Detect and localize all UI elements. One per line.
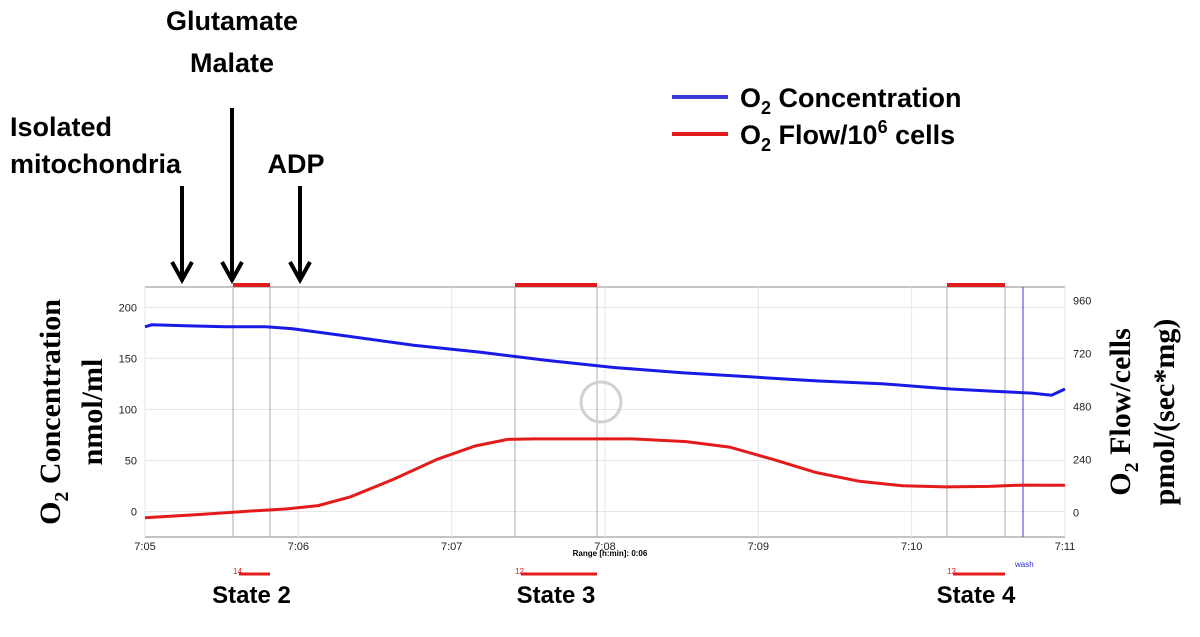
left-tick-label: 0 xyxy=(131,506,137,518)
legend-label-concentration: O2 Concentration xyxy=(740,83,962,118)
x-tick-label: 7:11 xyxy=(1055,541,1076,553)
marker-tag: 12 xyxy=(515,567,524,576)
state-label: State 4 xyxy=(937,582,1016,609)
right-tick-label: 0 xyxy=(1073,507,1079,519)
x-tick-label: 7:08 xyxy=(594,541,615,553)
left-tick-label: 150 xyxy=(119,353,137,365)
left-axis-title-sub: 2 xyxy=(51,492,73,502)
x-tick-label: 7:10 xyxy=(901,541,922,553)
right-tick-label: 960 xyxy=(1073,295,1091,307)
state-label: State 2 xyxy=(212,582,291,609)
marker-lines xyxy=(232,287,1024,537)
marker-tag: 13 xyxy=(947,567,956,576)
left-axis-title: O2 Concentration nmol/ml xyxy=(34,299,109,525)
state-label: State 3 xyxy=(517,582,596,609)
annotation-glutamate: Glutamate xyxy=(166,6,298,36)
series-lines xyxy=(144,323,1066,520)
state-markers: 14 State 2 12 State 3 13 State 4 xyxy=(212,283,1016,609)
x-tick-label: 7:09 xyxy=(748,541,769,553)
range-label: Range [h:min]: 0:06 xyxy=(573,549,648,558)
right-tick-label: 720 xyxy=(1073,348,1091,360)
right-axis-title-units: pmol/(sec*mg) xyxy=(1148,319,1181,506)
left-tick-label: 50 xyxy=(125,455,137,467)
right-axis-title: O2 Flow/cells pmol/(sec*mg) xyxy=(1104,319,1181,506)
svg-text:O2 Concentration: O2 Concentration xyxy=(34,299,73,525)
arrow-glutamate-head xyxy=(220,261,244,285)
right-axis-ticks: 960 720 480 240 0 xyxy=(1073,295,1091,519)
watermark-logo xyxy=(579,380,623,424)
series-o2-flow xyxy=(144,437,1066,520)
right-axis-title-rest: Flow/cells xyxy=(1104,328,1137,462)
annotation-adp: ADP xyxy=(267,149,324,179)
x-tick-label: 7:06 xyxy=(288,541,309,553)
left-axis-title-o: O xyxy=(34,502,67,525)
x-axis-ticks: 7:05 7:06 7:07 7:08 7:09 7:10 7:11 xyxy=(134,541,1075,553)
right-tick-label: 240 xyxy=(1073,454,1091,466)
grid xyxy=(144,287,1066,537)
injection-arrows xyxy=(170,108,312,285)
arrow-mitochondria-head xyxy=(170,261,194,285)
marker-tag: 14 xyxy=(233,567,242,576)
x-tick-label: 7:07 xyxy=(441,541,462,553)
left-tick-label: 100 xyxy=(119,404,137,416)
left-axis-title-rest: Concentration xyxy=(34,299,67,492)
right-axis-title-o: O xyxy=(1104,472,1137,495)
annotation-isolated: Isolated xyxy=(10,112,112,142)
right-axis-title-sub: 2 xyxy=(1121,462,1143,472)
legend: O2 Concentration O2 Flow/106 cells xyxy=(672,83,962,155)
wash-label: wash xyxy=(1014,560,1034,569)
legend-label-flow: O2 Flow/106 cells xyxy=(740,117,955,155)
left-axis-title-units: nmol/ml xyxy=(76,359,109,466)
annotation-malate: Malate xyxy=(190,48,274,78)
annotation-mitochondria: mitochondria xyxy=(10,149,182,179)
left-axis-ticks: 200 150 100 50 0 xyxy=(119,302,137,518)
right-tick-label: 480 xyxy=(1073,401,1091,413)
svg-text:O2 Flow/cells: O2 Flow/cells xyxy=(1104,328,1143,495)
arrow-adp-head xyxy=(288,261,312,285)
left-tick-label: 200 xyxy=(119,302,137,314)
series-o2-concentration xyxy=(144,323,1066,397)
x-tick-label: 7:05 xyxy=(134,541,155,553)
